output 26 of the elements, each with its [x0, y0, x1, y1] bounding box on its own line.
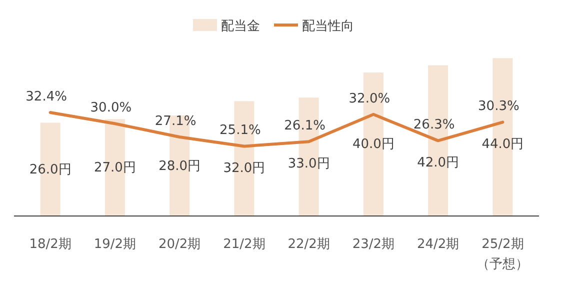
- legend-label: 配当性向: [302, 19, 354, 34]
- data-label: 42.0円: [417, 156, 460, 171]
- data-label: 33.0円: [288, 156, 330, 172]
- x-tick-label: 20/2期: [158, 237, 201, 252]
- data-label: 32.0%: [348, 91, 390, 106]
- data-label: 32.0円: [223, 161, 266, 176]
- data-label: 26.0円: [29, 162, 72, 178]
- x-tick-label: 24/2期: [416, 237, 460, 252]
- data-label: 27.1%: [154, 114, 196, 129]
- x-tick-label: 21/2期: [223, 237, 266, 252]
- x-tick-label: 18/2期: [29, 237, 72, 252]
- data-label: 28.0円: [158, 158, 201, 174]
- data-label: 44.0円: [482, 137, 524, 152]
- data-label: 25.1%: [220, 123, 261, 138]
- data-label: 30.0%: [90, 100, 132, 116]
- x-tick-label: 23/2期: [352, 237, 395, 252]
- x-tick-label: 22/2期: [288, 237, 330, 252]
- legend-label: 配当金: [221, 19, 260, 34]
- x-tick-label: 25/2期（予想）: [476, 237, 529, 272]
- data-label: 30.3%: [478, 99, 520, 114]
- x-tick-label: 19/2期: [94, 237, 136, 252]
- data-label: 32.4%: [26, 90, 67, 105]
- data-label: 26.1%: [284, 118, 326, 134]
- data-label: 26.3%: [413, 118, 455, 133]
- data-label: 40.0円: [352, 137, 394, 152]
- data-label: 27.0円: [94, 160, 136, 176]
